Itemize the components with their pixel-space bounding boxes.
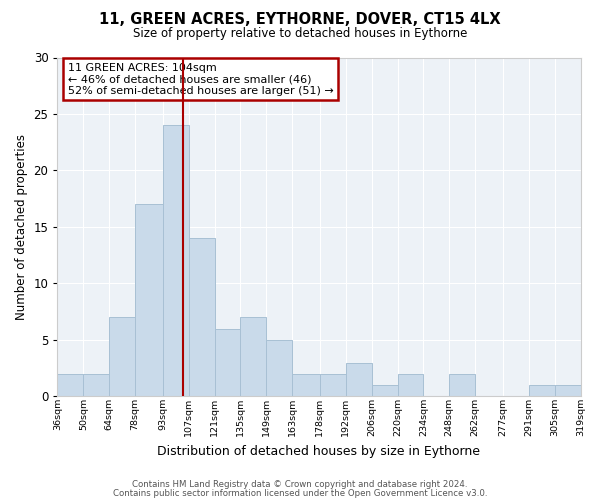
Bar xyxy=(135,204,163,396)
Text: 11 GREEN ACRES: 104sqm
← 46% of detached houses are smaller (46)
52% of semi-det: 11 GREEN ACRES: 104sqm ← 46% of detached… xyxy=(68,62,334,96)
Bar xyxy=(83,374,109,396)
Bar xyxy=(554,385,581,396)
Text: Contains public sector information licensed under the Open Government Licence v3: Contains public sector information licen… xyxy=(113,489,487,498)
Bar xyxy=(163,126,188,396)
Text: Contains HM Land Registry data © Crown copyright and database right 2024.: Contains HM Land Registry data © Crown c… xyxy=(132,480,468,489)
Bar xyxy=(529,385,554,396)
Text: Size of property relative to detached houses in Eythorne: Size of property relative to detached ho… xyxy=(133,28,467,40)
Bar xyxy=(346,362,371,396)
Bar xyxy=(320,374,346,396)
Bar xyxy=(266,340,292,396)
Bar xyxy=(241,318,266,396)
Bar xyxy=(449,374,475,396)
Y-axis label: Number of detached properties: Number of detached properties xyxy=(15,134,28,320)
Bar xyxy=(371,385,398,396)
Bar xyxy=(109,318,135,396)
Bar xyxy=(292,374,320,396)
X-axis label: Distribution of detached houses by size in Eythorne: Distribution of detached houses by size … xyxy=(157,444,481,458)
Bar xyxy=(215,328,241,396)
Bar xyxy=(188,238,215,396)
Text: 11, GREEN ACRES, EYTHORNE, DOVER, CT15 4LX: 11, GREEN ACRES, EYTHORNE, DOVER, CT15 4… xyxy=(99,12,501,28)
Bar xyxy=(398,374,424,396)
Bar xyxy=(58,374,83,396)
